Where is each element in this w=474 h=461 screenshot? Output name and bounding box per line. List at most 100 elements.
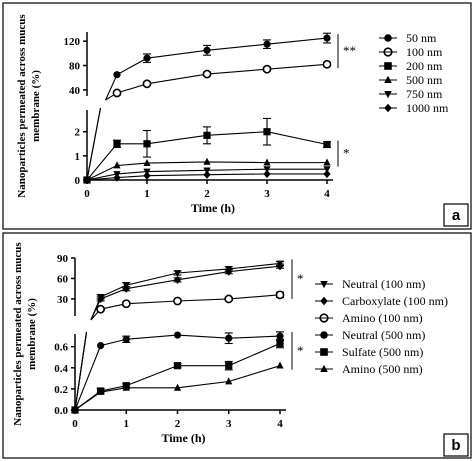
panel-a-xtick-label: 0 — [84, 188, 90, 200]
panel-a-y-axis-title-line1: Nanoparticles permeated across mucus — [16, 14, 28, 198]
panel-a-legend-marker — [384, 90, 392, 99]
panel-b-ytick-label: 0.6 — [54, 342, 68, 354]
panel-a-series-50-nm-point — [203, 46, 211, 54]
panel-a-xtick-label: 2 — [204, 188, 210, 200]
panel-a-series-750-nm-line — [86, 168, 327, 181]
panel-b-series-amino-500-nm-point — [225, 377, 233, 385]
panel-a-series-200-nm-point — [263, 128, 271, 136]
panel-b-ytick-label: 0.0 — [54, 405, 68, 417]
panel-b-xtick-label: 2 — [175, 418, 181, 430]
panel-b-legend-label: Neutral (500 nm) — [342, 328, 425, 342]
panel-b-series-amino-100-nm-point — [173, 296, 182, 306]
panel-b-series-amino-500-nm-line — [74, 365, 281, 411]
panel-b-series-carboxylate-100-nm-point — [225, 267, 233, 276]
panel-a-legend-label: 50 nm — [406, 31, 437, 45]
panel-a-frame — [2, 2, 472, 230]
panel-a-y-axis-title-line2: membrane (%) — [30, 70, 42, 142]
panel-a-series-100-nm-point — [322, 59, 332, 69]
panel-a-series-100-nm-point — [202, 69, 212, 79]
panel-b-series-amino-500-nm-point — [71, 405, 79, 413]
panel-b-x-axis-title: Time (h) — [161, 431, 205, 445]
panel-a-series-50-nm-point — [323, 34, 331, 42]
panel-a-series-500-nm-point — [203, 157, 211, 165]
panel-a-xtick-label: 3 — [264, 188, 270, 200]
panel-b-ytick-label: 90 — [57, 253, 69, 265]
panel-a-ytick-label: 1 — [75, 151, 81, 163]
panel-b-series-carboxylate-100-nm-point — [97, 294, 105, 304]
panel-b-label-box — [443, 433, 469, 457]
panel-b-legend-label: Amino (500 nm) — [342, 362, 423, 376]
panel-b-xtick-label: 0 — [72, 418, 78, 430]
panel-b-xtick-label: 1 — [124, 418, 130, 430]
panel-b-series-amino-100-nm-point — [224, 294, 234, 304]
panel-a-series-200-nm-point — [323, 140, 331, 149]
panel-b-series-amino-100-nm-point — [96, 304, 106, 314]
panel-b-series-carboxylate-100-nm-point — [122, 284, 130, 293]
panel-b-series-carboxylate-100-nm-point — [276, 262, 284, 271]
panel-a-series-1000-nm-point — [113, 173, 121, 182]
panel-b-series-neutral-500-nm-point — [225, 334, 233, 342]
panel-a-series-1000-nm-point — [263, 169, 271, 179]
panel-a-series-50-nm-point — [143, 54, 151, 62]
panel-b-series-amino-100-nm-point — [121, 299, 131, 309]
panel-a-series-100-nm-point — [262, 64, 272, 74]
panel-b-series-neutral-500-nm-point — [97, 342, 105, 350]
panel-a-ytick-label: 40 — [69, 85, 81, 97]
panel-a-ytick-label: 0 — [75, 175, 81, 187]
panel-a-series-1000-nm-point — [203, 170, 211, 179]
panel-b-legend-label: Carboxylate (100 nm) — [342, 294, 448, 308]
panel-a-series-1000-nm-point — [83, 175, 91, 185]
panel-b-series-neutral-500-nm-point — [122, 335, 130, 343]
panel-b-y-axis-title-line2: membrane (%) — [26, 298, 38, 370]
panel-a-legend-label: 750 nm — [406, 87, 443, 101]
panel-a-label-box — [443, 203, 469, 227]
panel-b-ytick-label: 0.2 — [54, 384, 68, 396]
panel-a-legend-label: 500 nm — [406, 73, 443, 87]
panel-b-series-neutral-500-nm-line — [74, 334, 281, 411]
panel-b-series-neutral-100-nm-point — [173, 270, 182, 278]
panel-a-series-500-nm-line — [86, 161, 327, 181]
panel-a-series-750-nm-point — [263, 166, 271, 174]
panel-a-series-1000-nm-line — [86, 173, 327, 181]
panel-b-series-neutral-500-nm-point — [276, 332, 284, 340]
panel-a-legend-label: 200 nm — [406, 59, 443, 73]
panel-a-legend-marker — [384, 75, 392, 84]
panel-a-xtick-label: 4 — [324, 188, 330, 200]
panel-a-label: a — [452, 207, 461, 224]
panel-a-series-500-nm-point — [323, 158, 331, 166]
panel-b-y-axis-title-line1: Nanoparticles permeated across mucus — [12, 242, 24, 426]
panel-b-series-neutral-500-nm-point — [173, 331, 182, 339]
panel-b-label: b — [451, 437, 460, 454]
panel-b-legend-marker — [320, 280, 328, 289]
panel-b-series-sulfate-500-nm-line — [74, 342, 281, 411]
panel-b-xtick-label: 4 — [277, 418, 283, 430]
panel-a-series-100-nm-point — [112, 88, 122, 98]
panel-b-xtick-label: 3 — [226, 418, 232, 430]
panel-a-legend-label: 1000 nm — [406, 101, 449, 115]
panel-a-ytick-label: 120 — [64, 36, 81, 48]
panel-a-series-500-nm-point — [143, 159, 151, 166]
panel-a-significance-label: * — [343, 146, 350, 161]
panel-b-ytick-label: 30 — [57, 294, 69, 306]
panel-b-series-sulfate-500-nm-point — [225, 362, 233, 370]
panel-a-series-50-nm-point — [113, 71, 121, 79]
panel-a-series-200-nm-point — [143, 140, 151, 148]
panel-b-ytick-label: 60 — [57, 273, 69, 285]
panel-b-legend-label: Neutral (100 nm) — [342, 277, 425, 291]
panel-b-significance-label: * — [297, 271, 304, 286]
panel-a-series-1000-nm-point — [323, 169, 331, 179]
panel-b-significance-label: * — [297, 343, 304, 358]
panel-a-series-50-nm-point — [263, 40, 271, 48]
panel-a-xtick-label: 1 — [144, 188, 150, 200]
panel-a-series-1000-nm-point — [143, 171, 151, 180]
panel-b-series-amino-500-nm-point — [173, 383, 182, 391]
panel-b-series-carboxylate-100-nm-point — [173, 275, 182, 284]
panel-a-series-500-nm-point — [113, 161, 121, 169]
panel-b-series-amino-500-nm-point — [97, 387, 105, 395]
panel-a-series-200-nm-point — [203, 131, 211, 139]
panel-a-ytick-label: 2 — [75, 127, 81, 139]
panel-b-plot: 30 60 90 0.0 0.2 0.4 0.6 0 1 2 3 4 Time (h) Nanoparti… — [12, 242, 469, 457]
panel-a-series-200-nm-line — [86, 131, 328, 181]
panel-a-series-100-nm-point — [142, 79, 152, 89]
